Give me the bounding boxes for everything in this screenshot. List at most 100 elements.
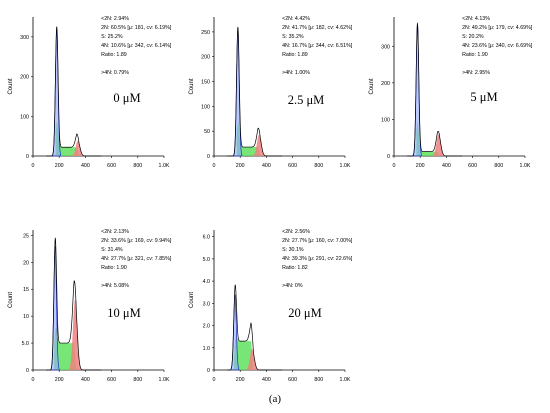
histogram-panel-3: 0 100 200 300 0 200 400 600 800 1.0K Count <2N: 4.1… <box>369 16 533 169</box>
stats-line: 2N: 60.5% [μ: 181, cv: 6.19%] <box>101 25 172 31</box>
y-tick-label: 15 <box>23 287 29 293</box>
histogram-line <box>227 284 283 371</box>
y-axis-label: Count <box>189 78 195 94</box>
y-axis-label: Count <box>8 292 14 308</box>
concentration-label: 20 μM <box>288 306 321 320</box>
y-tick-label: 20 <box>23 260 29 266</box>
x-tick-label: 400 <box>81 163 90 169</box>
histogram-panel-4: 0 5.0 10 15 20 25 0 200 400 600 800 1.0K Count <2N: 2… <box>8 229 172 383</box>
x-tick-label: 600 <box>288 377 297 383</box>
y-tick-label: 0 <box>207 368 210 374</box>
y-tick-label: 200 <box>20 75 29 81</box>
stats-line: >4N: 0.79% <box>101 70 129 76</box>
y-axis-label: Count <box>369 78 375 94</box>
stats-line: <2N: 2.13% <box>101 229 129 235</box>
stats-line: 4N: 16.7% [μ: 344, cv: 6.51%] <box>282 43 353 49</box>
stats-line: Ratio: 1.89 <box>101 52 127 58</box>
histogram-panel-5: 0 1.0 2.0 3.0 4.0 5.0 6.0 0 200 400 600 800 1.0K Coun… <box>189 229 353 383</box>
histogram-line <box>46 237 102 371</box>
x-tick-label: 800 <box>494 163 503 169</box>
stats-line: S: 30.1% <box>282 247 304 253</box>
x-tick-label: 200 <box>55 377 64 383</box>
stats-line: >4N: 1.00% <box>282 70 310 76</box>
g2-peak-area <box>253 134 265 156</box>
stats-line: 2N: 49.2% [μ: 179, cv: 4.69%] <box>462 25 533 31</box>
y-tick-label: 200 <box>201 55 210 61</box>
y-tick-label: 300 <box>381 44 390 50</box>
x-tick-label: 600 <box>107 163 116 169</box>
y-tick-label: 100 <box>381 117 390 123</box>
concentration-label: 0 μM <box>113 91 140 105</box>
x-tick-label: 800 <box>133 163 142 169</box>
histogram-panel-1: 0 100 200 300 0 200 400 600 800 1.0K Count <2N: 2.9… <box>8 16 172 169</box>
stats-line: >4N: 2.95% <box>462 70 490 76</box>
stats-line: 2N: 41.7% [μ: 182, cv: 4.62%] <box>282 25 353 31</box>
y-tick-label: 150 <box>201 80 210 86</box>
y-axis-label: Count <box>8 78 14 94</box>
stats-line: 4N: 23.6% [μ: 340, cv: 6.69%] <box>462 43 533 49</box>
concentration-label: 2.5 μM <box>288 93 325 107</box>
y-tick-label: 300 <box>20 35 29 41</box>
figure-caption: (a) <box>268 393 282 405</box>
x-tick-label: 400 <box>262 377 271 383</box>
stats-line: <2N: 2.94% <box>101 16 129 22</box>
y-tick-label: 0 <box>26 368 29 374</box>
y-tick-label: 0 <box>387 154 390 160</box>
g2-peak-area <box>246 348 259 370</box>
stats-line: Ratio: 1.82 <box>282 265 308 271</box>
y-tick-label: 0 <box>207 154 210 160</box>
stats-line: S: 20.2% <box>462 34 484 40</box>
y-tick-label: 3.0 <box>203 301 210 307</box>
x-tick-label: 600 <box>288 163 297 169</box>
stats-line: S: 25.2% <box>101 34 123 40</box>
stats-line: Ratio: 1.89 <box>282 52 308 58</box>
y-axis-label: Count <box>189 292 195 308</box>
x-tick-label: 200 <box>236 377 245 383</box>
x-tick-label: 400 <box>81 377 90 383</box>
g2-peak-area <box>432 134 445 156</box>
x-tick-label: 200 <box>416 163 425 169</box>
stats-line: >4N: 0% <box>282 283 303 289</box>
x-tick-label: 0 <box>213 377 216 383</box>
y-tick-label: 1.0 <box>203 346 210 352</box>
y-tick-label: 5.0 <box>203 257 210 263</box>
y-tick-label: 0 <box>26 154 29 160</box>
s-phase-area <box>236 121 262 156</box>
stats-line: 2N: 27.7% [μ: 160, cv: 7.00%] <box>282 238 353 244</box>
x-tick-label: 1.0K <box>340 377 351 383</box>
x-tick-label: 800 <box>314 163 323 169</box>
x-tick-label: 200 <box>55 163 64 169</box>
stats-line: 4N: 27.7% [μ: 321, cv: 7.85%] <box>101 256 172 262</box>
stats-line: 2N: 33.6% [μ: 169, cv: 9.94%] <box>101 238 172 244</box>
y-tick-label: 6.0 <box>203 235 210 241</box>
x-tick-label: 0 <box>32 377 35 383</box>
y-tick-label: 10 <box>23 314 29 320</box>
y-tick-label: 4.0 <box>203 279 210 285</box>
y-tick-label: 50 <box>204 129 210 135</box>
x-tick-label: 0 <box>32 163 35 169</box>
x-tick-label: 0 <box>393 163 396 169</box>
x-tick-label: 600 <box>468 163 477 169</box>
concentration-label: 5 μM <box>470 90 497 104</box>
y-tick-label: 250 <box>201 30 210 36</box>
stats-line: S: 31.4% <box>101 247 123 253</box>
x-tick-label: 600 <box>107 377 116 383</box>
stats-line: <2N: 2.56% <box>282 229 310 235</box>
histogram-line <box>407 22 463 157</box>
stats-line: <2N: 4.42% <box>282 16 310 22</box>
x-tick-label: 1.0K <box>159 377 170 383</box>
stats-line: Ratio: 1.90 <box>101 265 127 271</box>
stats-line: <2N: 4.13% <box>462 16 490 22</box>
x-tick-label: 0 <box>213 163 216 169</box>
g2-peak-area <box>69 300 81 370</box>
x-tick-label: 200 <box>236 163 245 169</box>
y-tick-label: 200 <box>381 81 390 87</box>
stats-line: 4N: 10.6% [μ: 342, cv: 6.14%] <box>101 43 172 49</box>
y-tick-label: 100 <box>20 114 29 120</box>
histogram-line <box>227 26 283 157</box>
x-tick-label: 400 <box>442 163 451 169</box>
x-tick-label: 800 <box>314 377 323 383</box>
g2-peak-area <box>71 140 84 156</box>
stats-line: Ratio: 1.90 <box>462 52 488 58</box>
x-tick-label: 800 <box>133 377 142 383</box>
